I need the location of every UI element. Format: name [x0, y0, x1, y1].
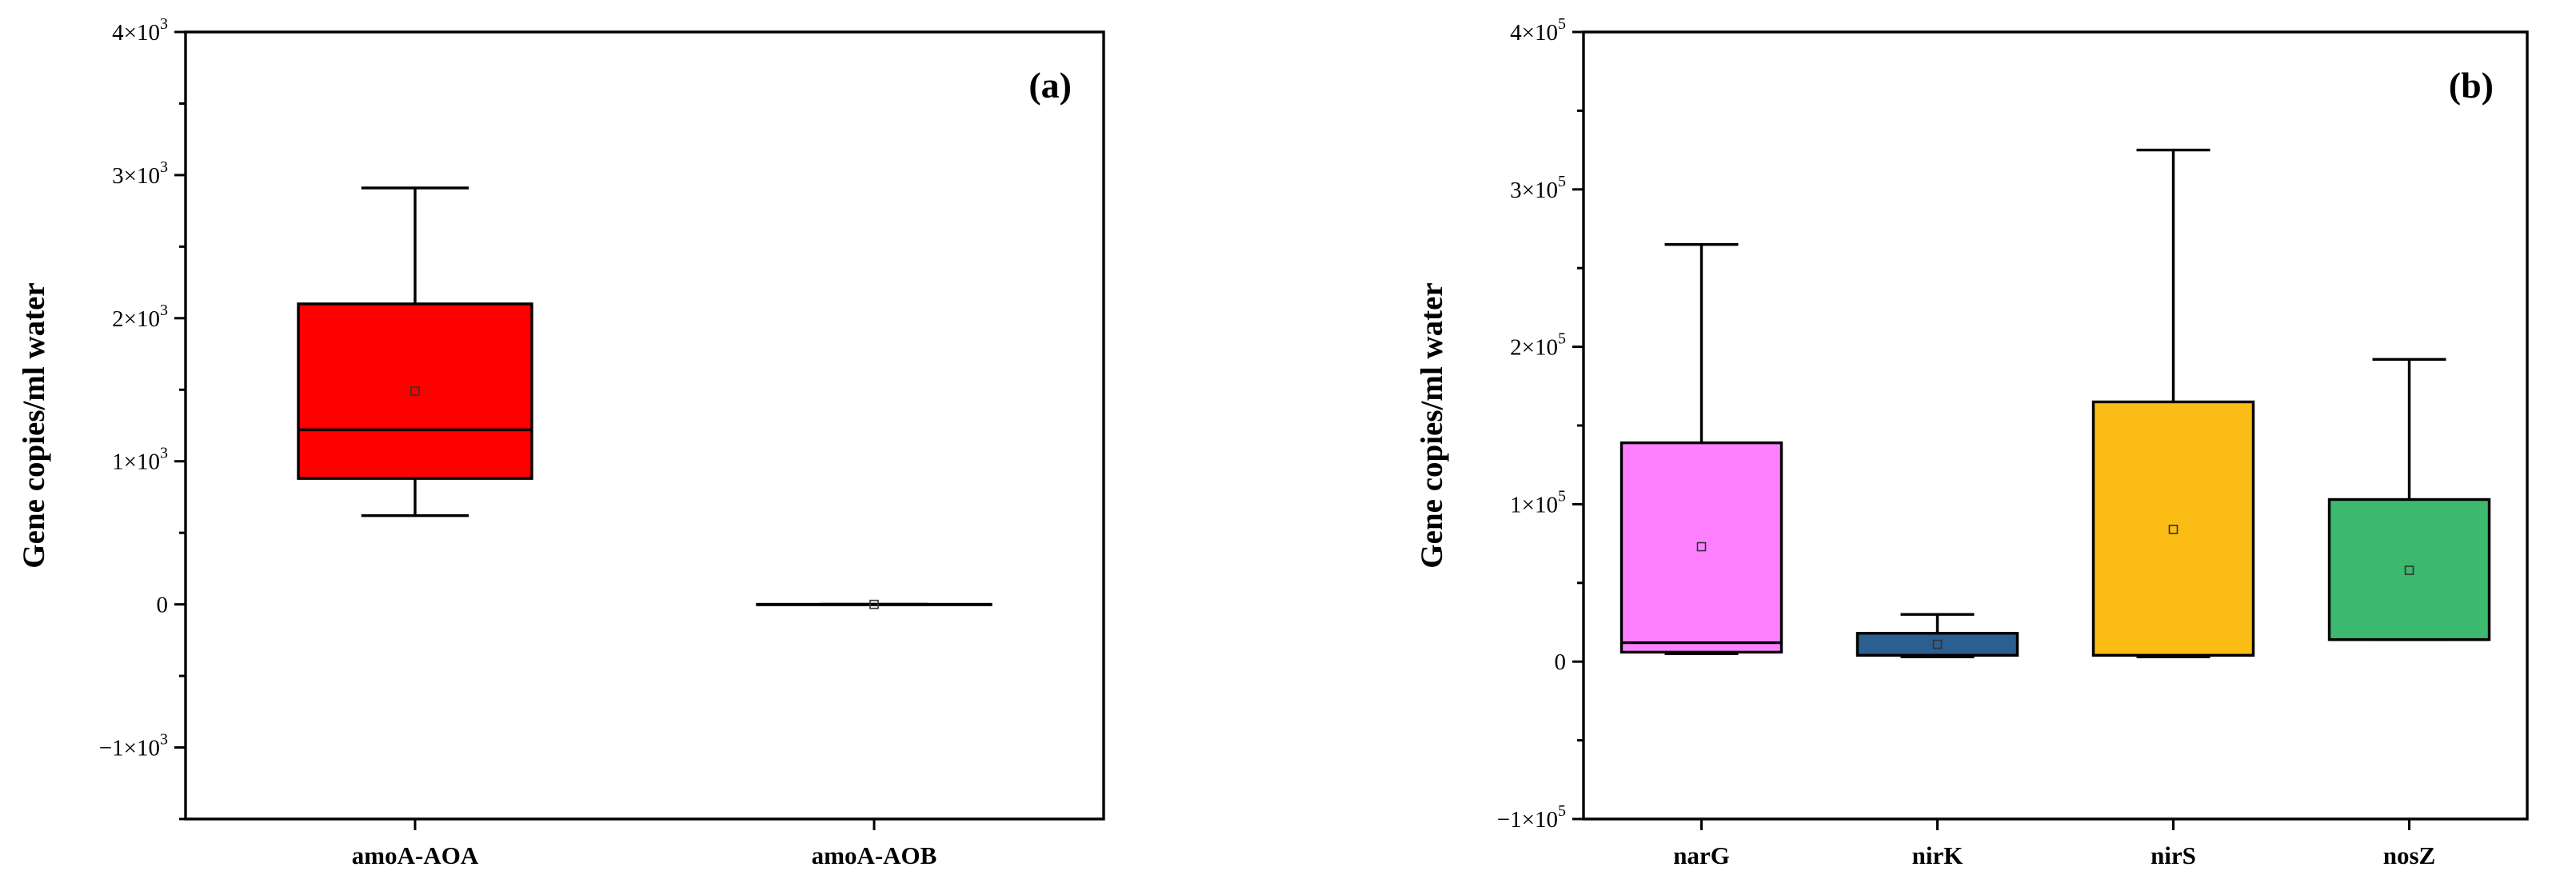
iqr-box	[2091, 400, 2255, 657]
panel-label: (b)	[2449, 65, 2494, 106]
y-tick-label: −1×105	[1497, 802, 1566, 833]
mean-marker	[1932, 639, 1943, 649]
y-tick-label-exponent: 5	[1558, 802, 1566, 820]
y-tick-label-mantissa: −1×10	[99, 736, 160, 761]
box-nosZ	[2327, 358, 2491, 641]
y-tick-label-exponent: 3	[160, 731, 168, 749]
y-tick-label: 1×103	[112, 445, 168, 475]
panel-label: (a)	[1028, 65, 1072, 106]
y-tick-label-mantissa: 0	[157, 593, 169, 618]
y-tick-label: 2×105	[1510, 330, 1566, 361]
y-tick-label-exponent: 5	[1558, 330, 1566, 348]
y-tick-label-mantissa: 1×10	[112, 449, 160, 475]
x-tick-label: nirS	[2151, 841, 2196, 869]
y-tick-label-mantissa: 1×10	[1510, 492, 1558, 517]
y-tick-label: 0	[157, 593, 169, 618]
plot-frame	[184, 30, 1105, 821]
y-tick-label-mantissa: 4×10	[112, 20, 160, 46]
y-tick-label: 3×103	[112, 158, 168, 189]
y-tick-label-exponent: 5	[1558, 15, 1566, 33]
mean-marker	[869, 599, 879, 609]
box-nirK	[1855, 613, 2019, 658]
y-tick-label-mantissa: 3×10	[1510, 178, 1558, 203]
y-tick-label: −1×103	[99, 731, 168, 761]
y-tick-label-mantissa: 0	[1555, 649, 1567, 675]
box-amoA-AOA	[297, 186, 533, 517]
y-tick-label-mantissa: 4×10	[1510, 20, 1558, 46]
y-tick-label: 0	[1555, 649, 1567, 675]
iqr-box	[297, 302, 533, 480]
iqr-box	[1619, 441, 1783, 654]
y-tick-label-mantissa: −1×10	[1497, 807, 1558, 833]
y-tick-label-exponent: 5	[1558, 487, 1566, 505]
y-axis-title: Gene copies/ml water	[17, 282, 51, 568]
y-tick-label: 4×103	[112, 15, 168, 46]
y-axis-title: Gene copies/ml water	[1415, 282, 1449, 568]
y-tick-label-exponent: 3	[160, 15, 168, 33]
y-tick-label: 1×105	[1510, 487, 1566, 517]
box-amoA-AOB	[756, 599, 992, 609]
iqr-box	[2327, 497, 2491, 641]
y-tick-label: 4×105	[1510, 15, 1566, 46]
mean-marker	[410, 386, 420, 396]
x-tick-label: nirK	[1912, 841, 1963, 869]
box-narG	[1619, 242, 1783, 656]
iqr-box	[1855, 632, 2019, 657]
mean-marker	[1696, 541, 1707, 552]
mean-marker	[2404, 565, 2414, 575]
x-tick-label: amoA-AOA	[352, 841, 479, 869]
plot-frame	[1582, 30, 2529, 821]
y-tick-label-exponent: 3	[160, 302, 168, 319]
y-tick-label: 2×103	[112, 302, 168, 332]
y-tick-label-exponent: 5	[1558, 173, 1566, 190]
y-tick-label: 3×105	[1510, 173, 1566, 203]
y-tick-label-mantissa: 2×10	[1510, 335, 1558, 361]
mean-marker	[2168, 525, 2179, 534]
x-tick-label: nosZ	[2383, 841, 2435, 869]
y-tick-label-exponent: 3	[160, 445, 168, 462]
y-tick-label-exponent: 3	[160, 158, 168, 176]
x-tick-label: amoA-AOB	[812, 841, 937, 869]
x-tick-label: narG	[1673, 841, 1730, 869]
box-nirS	[2091, 148, 2255, 658]
y-tick-label-mantissa: 3×10	[112, 163, 160, 189]
y-tick-label-mantissa: 2×10	[112, 306, 160, 332]
